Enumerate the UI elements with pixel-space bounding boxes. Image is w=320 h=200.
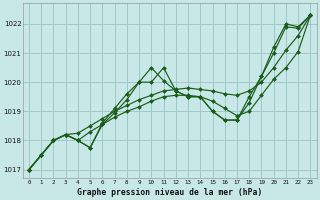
X-axis label: Graphe pression niveau de la mer (hPa): Graphe pression niveau de la mer (hPa)	[77, 188, 262, 197]
